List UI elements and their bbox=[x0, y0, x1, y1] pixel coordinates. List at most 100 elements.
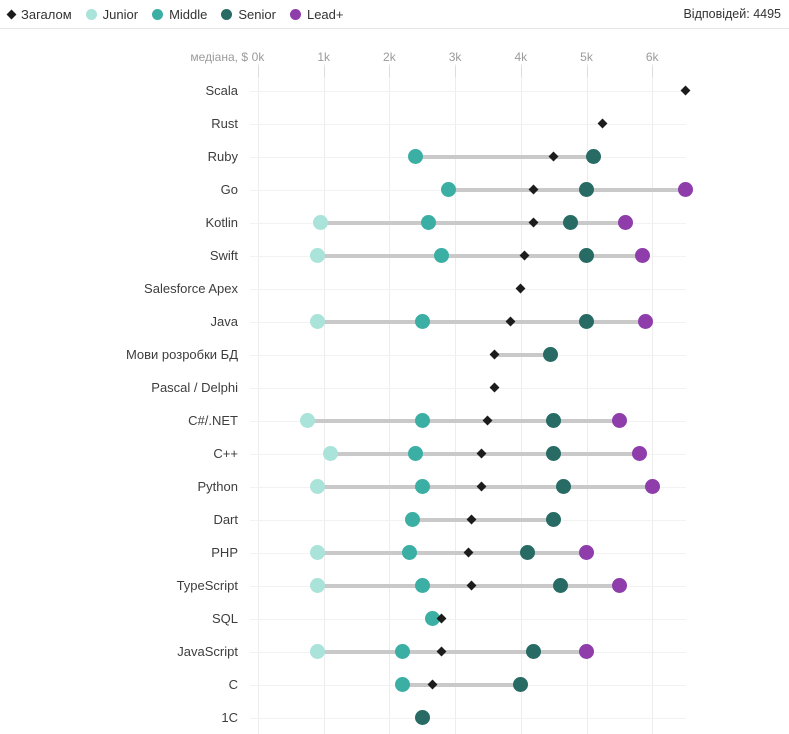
marker-lead-plus[interactable] bbox=[634, 248, 650, 263]
gridline-horizontal bbox=[250, 288, 686, 290]
marker-senior[interactable] bbox=[556, 479, 571, 494]
marker-junior[interactable] bbox=[309, 314, 325, 329]
axis-tick-label: 1k bbox=[317, 50, 331, 64]
category-label: TypeScript bbox=[176, 577, 238, 593]
marker-junior[interactable] bbox=[299, 413, 315, 428]
marker-middle[interactable] bbox=[414, 413, 430, 428]
axis-tick bbox=[455, 66, 457, 77]
marker-overall[interactable] bbox=[680, 85, 690, 96]
marker-senior[interactable] bbox=[546, 446, 562, 461]
marker-middle[interactable] bbox=[408, 149, 424, 164]
category-label: Python bbox=[197, 478, 238, 494]
category-label: C++ bbox=[213, 445, 238, 461]
marker-senior[interactable] bbox=[414, 710, 430, 725]
gridline-horizontal bbox=[250, 618, 686, 620]
marker-senior[interactable] bbox=[519, 545, 535, 560]
marker-senior[interactable] bbox=[579, 182, 594, 197]
category-label: C bbox=[228, 676, 238, 692]
legend-item-junior[interactable]: Junior bbox=[85, 6, 139, 22]
range-connector bbox=[402, 682, 521, 687]
marker-senior[interactable] bbox=[579, 248, 594, 263]
legend-label: Lead+ bbox=[306, 6, 344, 22]
gridline-vertical bbox=[258, 64, 259, 734]
marker-junior[interactable] bbox=[309, 248, 325, 263]
marker-middle[interactable] bbox=[401, 545, 417, 560]
marker-junior[interactable] bbox=[309, 578, 325, 593]
marker-middle[interactable] bbox=[408, 446, 424, 461]
marker-senior[interactable] bbox=[585, 149, 601, 164]
marker-senior[interactable] bbox=[552, 578, 568, 593]
marker-senior[interactable] bbox=[562, 215, 578, 230]
legend-item-lead-plus[interactable]: Lead+ bbox=[289, 6, 344, 22]
axis-tick-label: 3k bbox=[448, 50, 462, 64]
marker-overall[interactable] bbox=[476, 481, 487, 492]
category-label: Pascal / Delphi bbox=[151, 379, 238, 395]
marker-middle[interactable] bbox=[441, 182, 457, 197]
marker-senior[interactable] bbox=[513, 677, 529, 692]
marker-lead-plus[interactable] bbox=[638, 314, 654, 329]
category-label: Kotlin bbox=[205, 214, 238, 230]
marker-lead-plus[interactable] bbox=[611, 578, 627, 593]
marker-overall[interactable] bbox=[463, 547, 474, 558]
category-label: Java bbox=[210, 313, 238, 329]
marker-junior[interactable] bbox=[309, 479, 325, 494]
marker-overall[interactable] bbox=[515, 283, 526, 294]
marker-overall[interactable] bbox=[427, 679, 438, 690]
marker-lead-plus[interactable] bbox=[579, 644, 594, 659]
marker-overall[interactable] bbox=[466, 580, 477, 591]
legend-label: Junior bbox=[102, 6, 139, 22]
category-label: Go bbox=[220, 181, 238, 197]
marker-overall[interactable] bbox=[489, 382, 500, 393]
chart-header: Загалом Junior Middle Senior Lead+ Відповіде… bbox=[0, 0, 789, 29]
marker-junior[interactable] bbox=[309, 644, 325, 659]
marker-lead-plus[interactable] bbox=[579, 545, 594, 560]
marker-middle[interactable] bbox=[424, 611, 440, 626]
marker-middle[interactable] bbox=[421, 215, 437, 230]
category-label: C#/.NET bbox=[188, 412, 238, 428]
marker-middle[interactable] bbox=[414, 578, 430, 593]
legend-item-senior[interactable]: Senior bbox=[221, 7, 276, 22]
marker-senior[interactable] bbox=[546, 512, 562, 527]
marker-senior[interactable] bbox=[542, 347, 558, 362]
marker-middle[interactable] bbox=[404, 512, 420, 527]
marker-overall[interactable] bbox=[597, 118, 608, 129]
marker-overall[interactable] bbox=[476, 448, 487, 459]
legend-item-overall[interactable]: Загалом bbox=[6, 7, 72, 22]
marker-lead-plus[interactable] bbox=[611, 413, 627, 428]
category-label: 1C bbox=[221, 709, 238, 725]
marker-overall[interactable] bbox=[437, 646, 447, 657]
marker-middle[interactable] bbox=[434, 248, 450, 263]
marker-middle[interactable] bbox=[395, 677, 411, 692]
range-connector bbox=[317, 550, 587, 555]
marker-lead-plus[interactable] bbox=[644, 479, 660, 494]
marker-overall[interactable] bbox=[548, 151, 559, 162]
marker-lead-plus[interactable] bbox=[631, 446, 647, 461]
axis-tick bbox=[520, 66, 522, 77]
marker-middle[interactable] bbox=[395, 644, 411, 659]
marker-overall[interactable] bbox=[505, 316, 516, 327]
marker-junior[interactable] bbox=[309, 545, 325, 560]
marker-overall[interactable] bbox=[489, 349, 500, 360]
marker-overall[interactable] bbox=[466, 514, 477, 525]
category-label: Swift bbox=[209, 247, 238, 263]
x-axis-title: медіана, $ bbox=[190, 50, 248, 64]
marker-overall[interactable] bbox=[482, 415, 493, 426]
marker-senior[interactable] bbox=[579, 314, 594, 329]
gridline-horizontal bbox=[250, 354, 686, 356]
marker-overall[interactable] bbox=[528, 184, 539, 195]
axis-tick bbox=[389, 66, 391, 77]
marker-junior[interactable] bbox=[322, 446, 338, 461]
marker-lead-plus[interactable] bbox=[677, 182, 693, 197]
legend-item-middle[interactable]: Middle bbox=[152, 7, 207, 22]
marker-overall[interactable] bbox=[528, 217, 539, 228]
marker-senior[interactable] bbox=[526, 644, 542, 659]
marker-lead-plus[interactable] bbox=[618, 215, 634, 230]
marker-middle[interactable] bbox=[414, 479, 430, 494]
marker-junior[interactable] bbox=[312, 215, 328, 230]
legend: Загалом Junior Middle Senior Lead+ bbox=[6, 0, 344, 28]
marker-senior[interactable] bbox=[546, 413, 562, 428]
range-connector bbox=[317, 253, 643, 258]
range-connector bbox=[307, 418, 620, 423]
marker-middle[interactable] bbox=[414, 314, 430, 329]
